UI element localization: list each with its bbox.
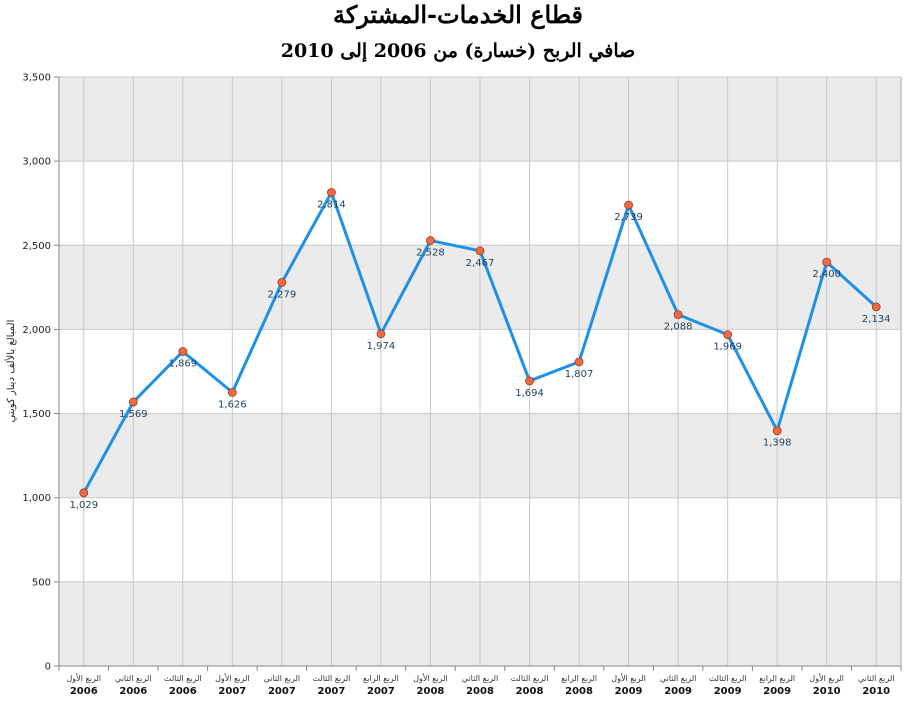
data-label: 1,569 [119, 409, 148, 420]
x-tick-quarter: الربع الثالث [164, 674, 202, 683]
data-label: 2,739 [614, 212, 643, 223]
x-tick-year: 2010 [813, 686, 841, 697]
x-tick-quarter: الربع الثالث [511, 674, 549, 683]
x-tick-year: 2006 [169, 686, 197, 697]
data-label: 2,400 [812, 269, 841, 280]
x-tick-year: 2006 [70, 686, 98, 697]
data-label: 1,974 [367, 341, 396, 352]
x-tick-quarter: الربع الثاني [858, 674, 895, 683]
data-point [475, 246, 485, 256]
x-tick-quarter: الربع الثاني [264, 674, 301, 683]
x-tick-year: 2008 [516, 686, 544, 697]
x-tick-quarter: الربع الثالث [709, 674, 747, 683]
axes [54, 76, 902, 671]
x-tick-quarter: الربع الأول [809, 673, 844, 683]
x-tick-quarter: الربع الرابع [363, 674, 399, 683]
data-point [426, 236, 435, 245]
x-tick-year: 2010 [862, 686, 890, 697]
x-tick-labels: الربع الأول 2006 الربع الثاني 2006 الربع الث… [66, 673, 894, 697]
x-tick-quarter: الربع الأول [611, 673, 646, 683]
y-axis-label: المبالغ بالألف دينار كويتي [4, 320, 17, 423]
x-tick-quarter: الربع الأول [66, 673, 101, 683]
y-tick-label: 2,500 [22, 241, 51, 252]
data-label: 1,398 [763, 438, 792, 449]
y-tick-label: 3,000 [22, 157, 51, 168]
y-tick-label: 500 [32, 577, 51, 588]
x-tick-year: 2008 [417, 686, 445, 697]
x-tick-quarter: الربع الثاني [115, 674, 152, 683]
data-label: 2,528 [416, 248, 445, 259]
data-label: 1,694 [515, 388, 544, 399]
x-tick-quarter: الربع الرابع [759, 674, 795, 683]
data-point [376, 329, 386, 339]
data-label: 1,029 [69, 500, 98, 511]
data-point [871, 302, 881, 312]
data-labels: 1,029 1,569 1,869 1,626 2,279 2,814 1,974 2,528… [69, 199, 890, 510]
data-point [822, 257, 832, 267]
data-point [772, 426, 782, 436]
y-tick-labels: 0 500 1,000 1,500 2,000 2,500 3,000 3,500 [22, 73, 51, 673]
y-tick-label: 2,000 [22, 325, 51, 336]
x-tick-quarter: الربع الأول [413, 673, 448, 683]
data-point [128, 397, 138, 407]
data-label: 2,134 [862, 314, 891, 325]
x-tick-quarter: الربع الأول [215, 673, 250, 683]
x-tick-year: 2007 [317, 686, 345, 697]
data-point [178, 347, 188, 356]
data-point [673, 310, 683, 320]
data-point [574, 357, 584, 367]
y-tick-label: 3,500 [22, 73, 51, 84]
x-tick-year: 2009 [763, 686, 791, 697]
x-tick-year: 2008 [466, 686, 494, 697]
data-point [327, 188, 336, 197]
data-point [624, 200, 633, 210]
data-point [277, 278, 287, 287]
x-tick-year: 2007 [268, 686, 296, 697]
chart-title: قطاع الخدمات-المشتركة [333, 0, 583, 29]
x-tick-quarter: الربع الرابع [561, 674, 597, 683]
data-label: 1,869 [169, 358, 198, 369]
data-point [723, 330, 733, 340]
x-tick-year: 2007 [218, 686, 246, 697]
data-point [79, 488, 89, 498]
data-label: 1,969 [713, 342, 742, 353]
x-tick-year: 2008 [565, 686, 593, 697]
data-label: 2,814 [317, 199, 346, 210]
data-label: 2,279 [268, 289, 297, 300]
x-tick-year: 2009 [714, 686, 742, 697]
data-label: 2,467 [466, 258, 495, 269]
x-tick-year: 2006 [119, 686, 147, 697]
data-label: 1,807 [565, 369, 594, 380]
x-tick-quarter: الربع الثاني [660, 674, 697, 683]
x-tick-quarter: الربع الثالث [312, 674, 350, 683]
y-tick-label: 0 [45, 662, 51, 673]
x-tick-year: 2009 [615, 686, 643, 697]
x-tick-quarter: الربع الثاني [462, 674, 499, 683]
y-tick-label: 1,000 [22, 493, 51, 504]
data-points [79, 188, 881, 498]
data-label: 2,088 [664, 322, 693, 333]
data-point [525, 376, 534, 386]
data-label: 1,626 [218, 399, 247, 410]
chart-subtitle: صافي الربح (خسارة) من 2006 إلى 2010 [280, 40, 636, 62]
gridlines [59, 76, 901, 667]
x-tick-year: 2009 [664, 686, 692, 697]
x-tick-year: 2007 [367, 686, 395, 697]
data-point [227, 387, 237, 397]
y-tick-label: 1,500 [22, 409, 51, 420]
